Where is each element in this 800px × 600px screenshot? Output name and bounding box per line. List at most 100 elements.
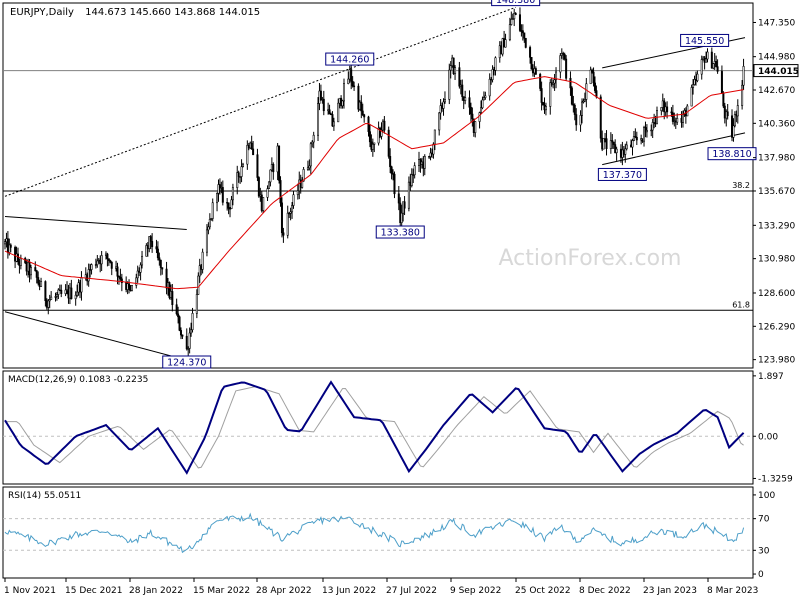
candle-body	[458, 67, 461, 87]
price-tick-label: 135.670	[758, 187, 795, 197]
candle	[311, 140, 314, 148]
candle-body	[563, 54, 566, 60]
candle-body	[544, 106, 547, 111]
candle	[139, 262, 142, 281]
candle-body	[149, 236, 152, 242]
candle-body	[634, 136, 637, 138]
candle-body	[292, 194, 295, 206]
candle-body	[663, 100, 666, 113]
x-tick-label: 13 Jun 2022	[322, 586, 376, 596]
candle-body	[534, 68, 537, 75]
candle	[700, 55, 703, 80]
candle	[48, 294, 51, 309]
candle	[266, 185, 269, 202]
candle	[523, 32, 526, 43]
candle-body	[650, 129, 653, 132]
candle-body	[156, 248, 159, 259]
candle	[593, 76, 596, 94]
candle	[322, 90, 325, 116]
candle-body	[599, 96, 602, 139]
candle-body	[397, 193, 400, 204]
candle-body	[400, 212, 403, 223]
candle	[110, 261, 113, 276]
candle-body	[692, 84, 695, 88]
candle	[410, 168, 413, 188]
annotation-box	[162, 355, 212, 369]
axis-layer: 147.350 144.980 142.670 140.360 137.980 135.6…	[4, 18, 799, 596]
candle-body	[569, 77, 572, 89]
candle-body	[481, 99, 484, 109]
candle	[474, 121, 477, 138]
candle-body	[666, 106, 669, 113]
candle	[592, 67, 595, 87]
candle-body	[442, 101, 445, 109]
candle-body	[363, 114, 366, 118]
candle	[544, 102, 547, 116]
candle-body	[350, 69, 353, 82]
candle-body	[128, 283, 131, 288]
candle	[368, 123, 371, 148]
candle-body	[242, 163, 245, 167]
candle-body	[602, 138, 605, 150]
candle-body	[341, 100, 344, 107]
candle-body	[139, 264, 142, 273]
candle	[282, 227, 285, 243]
candle	[550, 77, 553, 87]
fib-label-1: 61.8	[732, 300, 750, 309]
candle	[572, 95, 575, 113]
current-price-text: 144.015	[758, 67, 799, 77]
candle	[181, 334, 184, 340]
candle-body	[280, 202, 283, 234]
candle-body	[301, 180, 304, 188]
candle-body	[29, 267, 32, 276]
candle	[521, 24, 524, 41]
candle-body	[89, 269, 92, 271]
candle	[513, 8, 516, 27]
candle	[575, 108, 578, 131]
x-tick-label: 25 Oct 2022	[515, 586, 571, 596]
candle	[615, 146, 618, 161]
candle-body	[583, 99, 586, 102]
candle-body	[188, 332, 191, 349]
candle-body	[387, 129, 390, 157]
candle-body	[158, 257, 161, 261]
candle-body	[50, 296, 53, 300]
candle-body	[155, 246, 158, 250]
candle	[141, 250, 144, 269]
candle	[504, 33, 507, 48]
candle	[555, 67, 558, 89]
candle	[710, 47, 713, 69]
candle-body	[726, 111, 729, 117]
candle	[312, 131, 315, 149]
candle	[117, 275, 120, 285]
candle	[197, 272, 200, 295]
candle-body	[217, 184, 220, 194]
candle-body	[474, 121, 477, 133]
candle-body	[612, 141, 615, 145]
candle-body	[482, 97, 485, 101]
candle	[706, 48, 709, 63]
candle-body	[508, 24, 511, 40]
candle-body	[361, 110, 364, 116]
candle-body	[461, 84, 464, 97]
candle	[107, 258, 110, 266]
candle-body	[197, 275, 200, 295]
candle	[80, 271, 83, 301]
candle	[221, 180, 224, 206]
candle-body	[676, 117, 679, 123]
candle	[29, 264, 32, 280]
candle-body	[116, 266, 119, 277]
ohlc-text: 144.673 145.660 143.868 144.015	[85, 7, 260, 18]
candle-body	[670, 111, 673, 114]
candle	[145, 243, 148, 257]
candle-body	[371, 144, 374, 150]
candle-body	[168, 282, 171, 298]
candle-body	[252, 148, 255, 156]
rsi-panel-frame	[2, 486, 754, 579]
annotation-text: 148.380	[496, 0, 535, 6]
candle-body	[198, 265, 201, 277]
candle	[429, 147, 432, 161]
annotation-text: 145.550	[685, 36, 724, 47]
candle	[389, 148, 392, 174]
candle	[508, 17, 511, 42]
